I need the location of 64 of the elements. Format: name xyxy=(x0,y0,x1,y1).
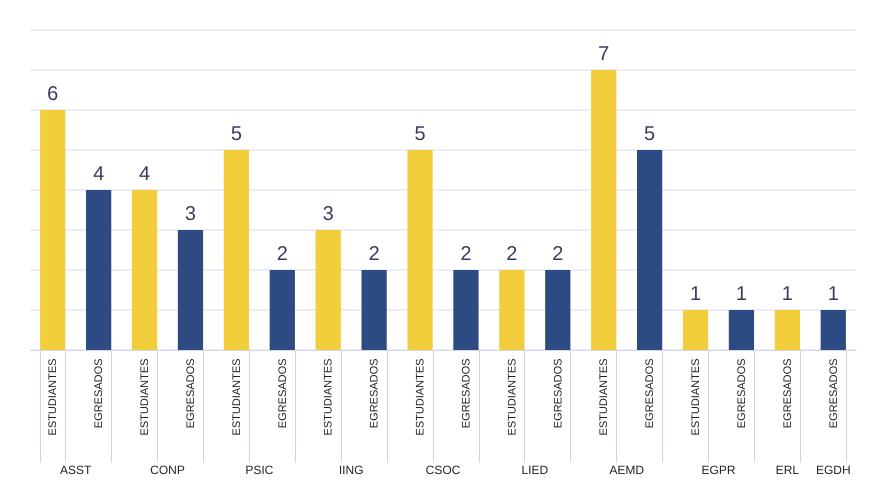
bar xyxy=(636,150,662,350)
bar xyxy=(132,190,158,350)
data-label: 1 xyxy=(690,283,702,305)
bar xyxy=(682,310,708,350)
text: EGPR xyxy=(701,463,736,477)
bar xyxy=(86,190,112,350)
data-label: 2 xyxy=(460,243,472,265)
bar xyxy=(40,110,66,350)
data-label: 3 xyxy=(184,203,196,225)
x-tick-label: ESTUDIANTES xyxy=(139,358,152,436)
data-label: 4 xyxy=(138,163,150,185)
bar xyxy=(820,310,846,350)
data-label: 2 xyxy=(506,243,518,265)
data-label: 4 xyxy=(93,163,104,185)
text: AEMD xyxy=(609,463,644,477)
bar xyxy=(774,310,800,350)
data-label: 5 xyxy=(644,123,656,145)
bar xyxy=(545,270,570,350)
x-tick-label: ESTUDIANTES xyxy=(506,358,518,436)
x-tick-label: ESTUDIANTES xyxy=(414,358,427,436)
x-tick-label: ESTUDIANTES xyxy=(47,358,60,436)
x-tick-label: ESTUDIANTES xyxy=(598,358,610,436)
data-label: 2 xyxy=(276,243,288,265)
text: IING xyxy=(338,463,364,477)
data-label: 3 xyxy=(322,203,334,225)
data-label: 7 xyxy=(598,43,610,65)
text: ERL xyxy=(776,463,800,477)
x-tick-label: EGRESADOS xyxy=(93,358,106,428)
text: LIED xyxy=(521,463,548,477)
text: ASST xyxy=(60,463,92,477)
bar xyxy=(362,270,387,350)
x-tick-label: EGRESADOS xyxy=(368,358,381,428)
bar xyxy=(407,150,433,350)
data-label: 1 xyxy=(736,283,748,305)
data-label: 2 xyxy=(552,243,564,265)
bar xyxy=(453,270,479,350)
data-label: 5 xyxy=(230,123,242,145)
bar xyxy=(224,150,250,350)
bar xyxy=(316,230,341,350)
x-tick-label: EGRESADOS xyxy=(782,358,794,428)
x-tick-label: EGRESADOS xyxy=(552,358,564,428)
x-tick-label: EGRESADOS xyxy=(184,358,197,428)
x-tick-label: ESTUDIANTES xyxy=(322,358,335,436)
bar xyxy=(178,230,204,350)
x-tick-label: EGRESADOS xyxy=(644,358,656,428)
text: CSOC xyxy=(426,463,461,477)
x-tick-label: ESTUDIANTES xyxy=(230,358,243,436)
x-tick-label: EGRESADOS xyxy=(736,358,748,428)
x-tick-label: EGRESADOS xyxy=(828,358,840,428)
x-tick-label: ESTUDIANTES xyxy=(690,358,702,436)
data-label: 2 xyxy=(368,243,380,265)
text: PSIC xyxy=(245,463,274,477)
bar xyxy=(499,270,524,350)
data-label: 5 xyxy=(414,123,426,145)
bar xyxy=(728,310,754,350)
bar xyxy=(591,70,616,350)
text: EGDH xyxy=(816,463,851,477)
data-label: 1 xyxy=(782,283,793,305)
data-label: 1 xyxy=(828,283,839,305)
text: CONP xyxy=(150,463,185,477)
bar xyxy=(270,270,295,350)
x-tick-label: EGRESADOS xyxy=(276,358,289,428)
data-label: 6 xyxy=(47,83,58,105)
x-tick-label: EGRESADOS xyxy=(460,358,472,428)
